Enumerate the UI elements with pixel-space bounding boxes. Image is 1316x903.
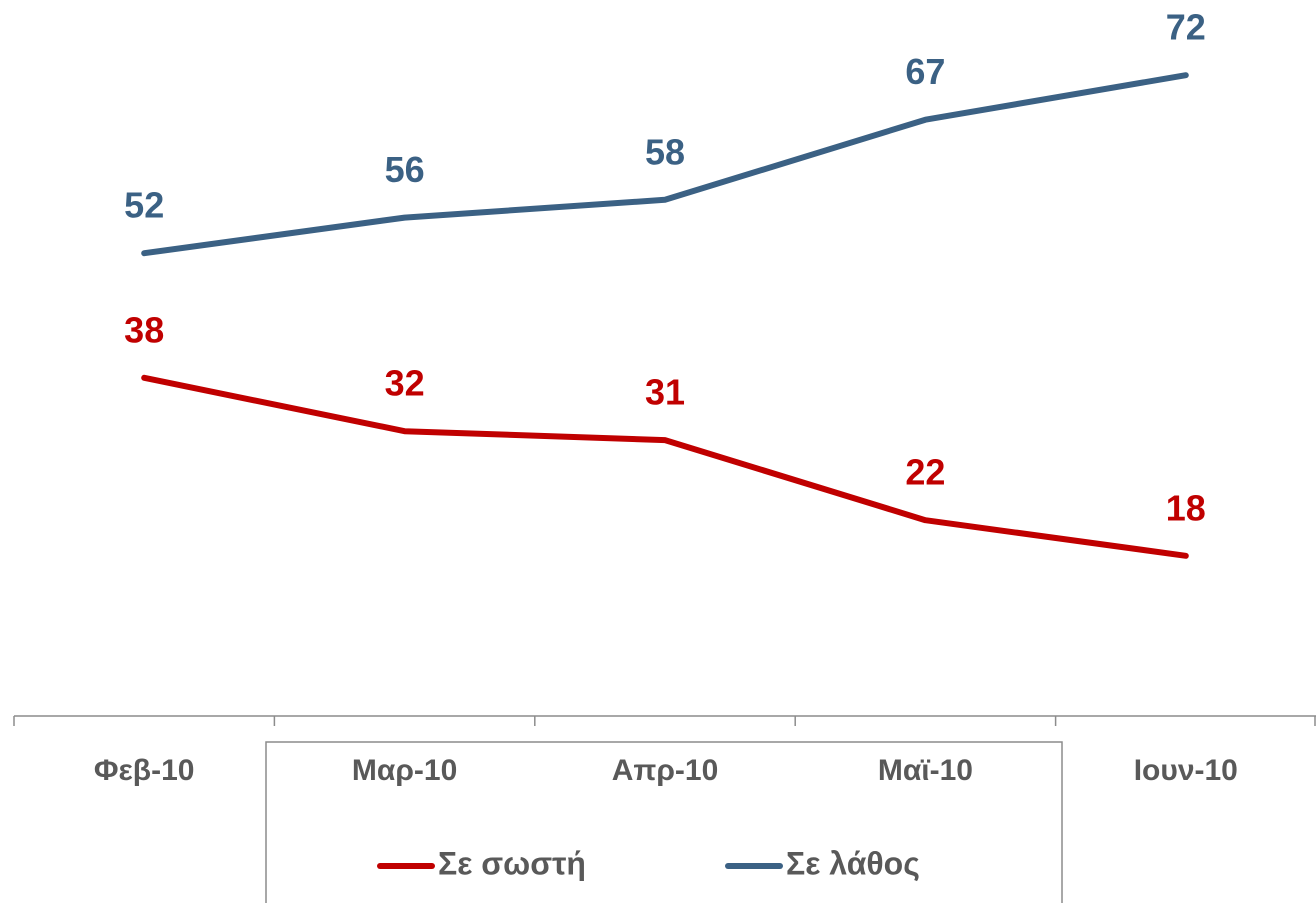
data-label: 22	[905, 452, 945, 493]
legend-box	[265, 741, 1063, 903]
data-label: 58	[645, 131, 685, 172]
data-label: 52	[124, 185, 164, 226]
x-tick-label: Ιουν-10	[1134, 754, 1238, 787]
series-line	[141, 374, 1189, 559]
data-label: 72	[1166, 7, 1206, 48]
x-tick-label: Μαϊ-10	[878, 754, 973, 787]
legend-label: Σε λάθος	[786, 845, 920, 881]
legend-label: Σε σωστή	[438, 845, 586, 881]
data-label: 38	[124, 309, 164, 350]
series-line	[141, 72, 1189, 257]
data-label: 56	[385, 149, 425, 190]
x-tick-label: Φεβ-10	[94, 754, 195, 787]
data-label: 32	[385, 363, 425, 404]
data-label: 18	[1166, 487, 1206, 528]
x-tick-label: Απρ-10	[612, 754, 719, 787]
x-tick-label: Μαρ-10	[352, 754, 457, 787]
data-label: 67	[905, 51, 945, 92]
data-label: 31	[645, 372, 685, 413]
